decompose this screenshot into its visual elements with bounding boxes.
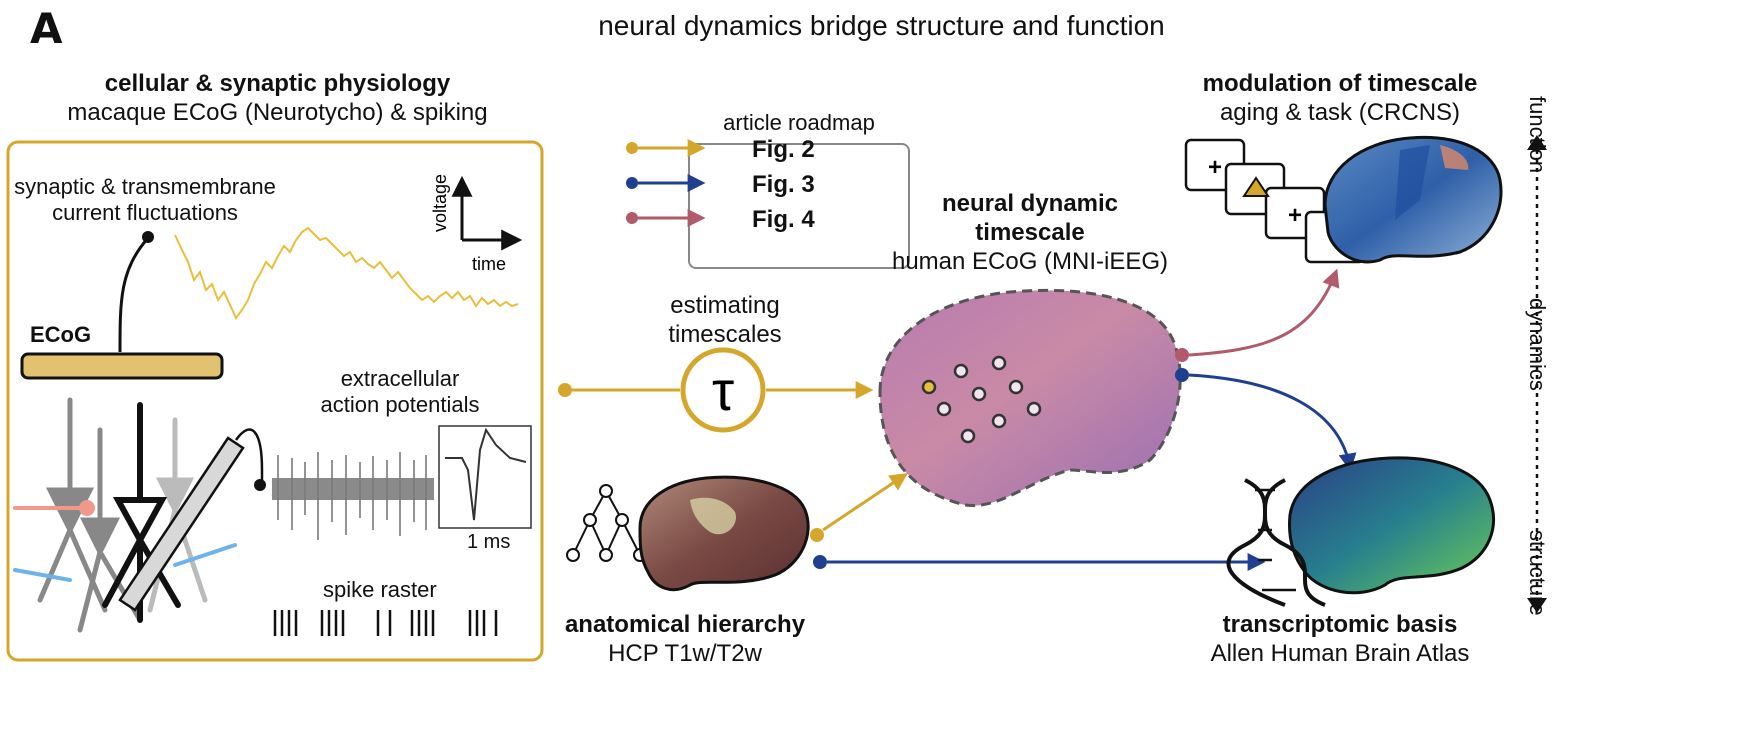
modulation-brain-patch	[1395, 145, 1430, 220]
spiking-trace	[272, 452, 434, 540]
recording-pipette	[118, 436, 245, 612]
extracellular-line1: extracellular	[340, 366, 460, 391]
cellular-header: cellular & synaptic physiology macaque E…	[0, 70, 555, 128]
anatomical-header: anatomical hierarchy HCP T1w/T2w	[530, 611, 840, 669]
timescale-to-transcriptomic-arrow	[1188, 373, 1357, 472]
modulation-subheading: aging & task (CRCNS)	[1219, 98, 1461, 126]
extracellular-label: extracellular action potentials	[300, 366, 500, 419]
modulation-heading: modulation of timescale	[1202, 70, 1478, 97]
timescale-line2: timescale	[975, 218, 1085, 246]
neurons-illustration	[13, 397, 237, 633]
anat-navy-dot	[813, 555, 827, 569]
roadmap-box	[688, 143, 910, 269]
ecog-label: ECoG	[30, 322, 92, 347]
pipette-wire-dot	[254, 479, 266, 491]
anatomical-brain-highlight	[690, 497, 736, 535]
waveform-inset	[438, 425, 532, 529]
timescale-to-modulation-arrow	[1188, 268, 1340, 357]
timescale-label: neural dynamic timescale human ECoG (MNI…	[880, 190, 1180, 276]
figure-title: neural dynamics bridge structure and fun…	[598, 10, 1165, 41]
transcriptomic-brain	[1288, 456, 1495, 595]
panel-letter: A	[30, 4, 63, 53]
lead-tip-dot	[142, 231, 154, 243]
timescale-navy-dot	[1175, 368, 1189, 382]
lfp-trace	[174, 226, 519, 320]
raster-label: spike raster	[323, 577, 437, 602]
roadmap-label-fig3: Fig. 3	[752, 171, 815, 198]
roadmap-title: article roadmap	[723, 110, 875, 135]
roadmap-label-fig2: Fig. 2	[752, 136, 815, 163]
modulation-header: modulation of timescale aging & task (CR…	[1165, 70, 1515, 128]
central-brain	[878, 288, 1182, 508]
hierarchy-tree-icon	[566, 484, 647, 562]
anatomical-brain	[638, 475, 810, 591]
dna-helix-icon	[1226, 478, 1326, 607]
anatomical-subheading: HCP T1w/T2w	[608, 639, 762, 667]
scale-label: 1 ms	[467, 531, 511, 553]
task-card-plus-1: +	[1208, 154, 1222, 181]
estimating-line2: timescales	[668, 320, 782, 348]
axis-up-arrow	[1527, 135, 1547, 150]
anat-gold-dot	[810, 528, 824, 542]
cellular-heading: cellular & synaptic physiology	[104, 70, 451, 97]
axis-down-arrow	[1527, 598, 1547, 613]
synaptic-label-line1: synaptic & transmembrane	[14, 174, 276, 199]
transcriptomic-header: transcriptomic basis Allen Human Brain A…	[1180, 611, 1500, 669]
ecog-electrode-bar	[20, 352, 224, 380]
timescale-rose-dot	[1175, 348, 1189, 362]
extracellular-line2: action potentials	[320, 392, 480, 418]
spike-raster	[273, 610, 498, 636]
ecog-lead	[118, 237, 150, 353]
estimating-line1: estimating	[670, 292, 780, 319]
transcriptomic-subheading: Allen Human Brain Atlas	[1210, 639, 1470, 667]
anatomical-heading: anatomical hierarchy	[564, 611, 806, 638]
pipette-wire	[234, 428, 264, 484]
anat-to-timescale-arrow	[822, 472, 908, 532]
cellular-subheading: macaque ECoG (Neurotycho) & spiking	[67, 98, 488, 126]
ecog-electrodes	[921, 355, 1042, 444]
transcriptomic-heading: transcriptomic basis	[1222, 611, 1458, 638]
time-axis-label: time	[472, 254, 506, 274]
roadmap-label-fig4: Fig. 4	[752, 206, 815, 233]
task-card-triangle	[1242, 176, 1270, 197]
voltage-axis-label: voltage	[430, 174, 450, 232]
modulation-brain-patch-warm	[1440, 145, 1469, 170]
timescale-line3: human ECoG (MNI-iEEG)	[891, 247, 1169, 275]
synaptic-label: synaptic & transmembrane current fluctua…	[10, 174, 280, 227]
roadmap-arrows	[626, 139, 706, 227]
estimate-start-dot	[558, 383, 572, 397]
tau-symbol: τ	[712, 359, 734, 422]
tau-circle	[680, 347, 766, 433]
synaptic-label-line2: current fluctuations	[52, 200, 238, 226]
voltage-time-axes-icon	[451, 175, 523, 251]
waveform-curve	[445, 427, 527, 521]
cellular-box	[6, 140, 544, 662]
timescale-line1: neural dynamic	[941, 190, 1119, 217]
estimating-label: estimating timescales	[610, 292, 840, 350]
task-card-plus-2: +	[1288, 202, 1302, 229]
